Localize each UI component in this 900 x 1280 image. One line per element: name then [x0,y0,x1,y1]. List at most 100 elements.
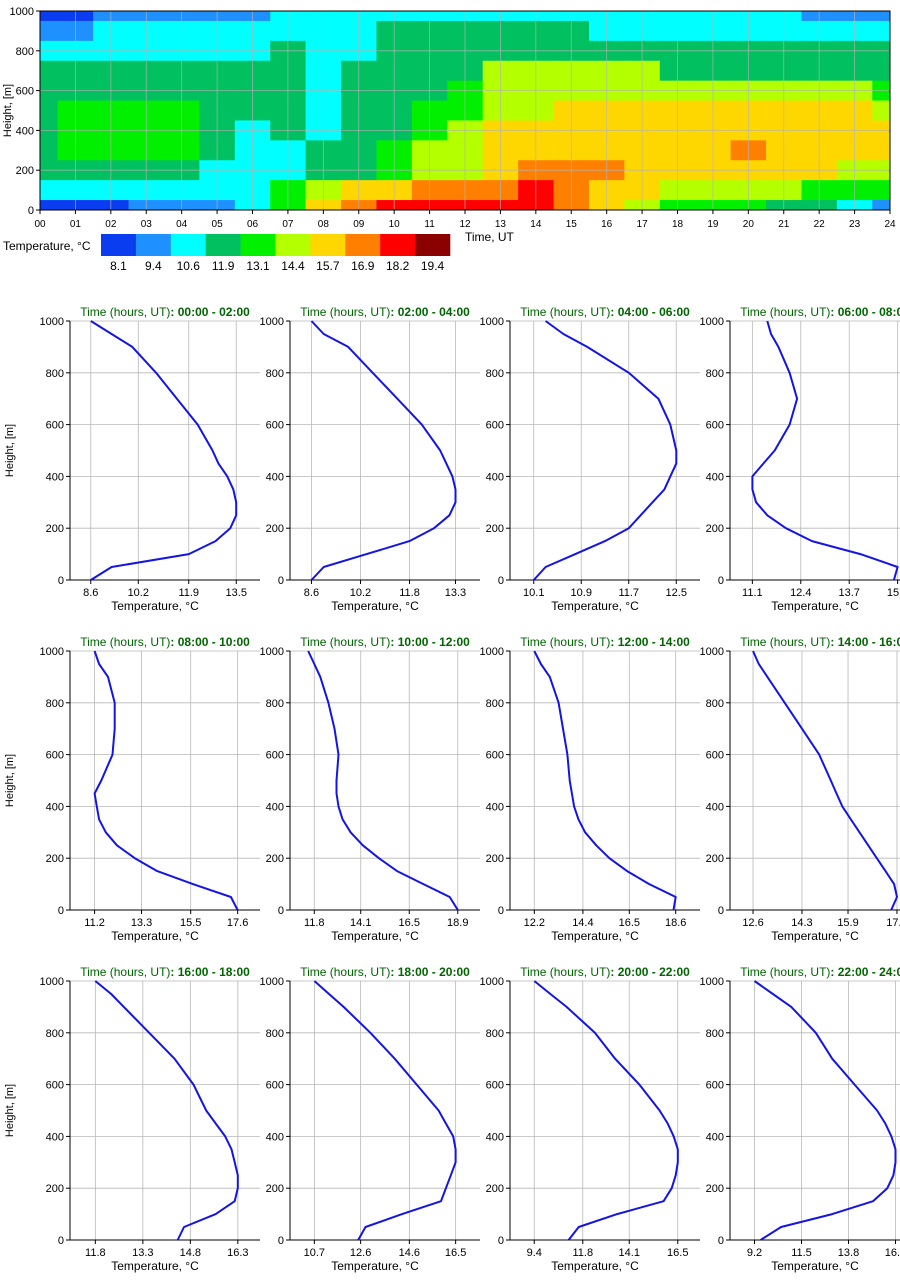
y-tick-label: 600 [486,420,504,432]
heatmap-cell [872,60,891,82]
legend-label: 14.4 [281,259,305,273]
x-tick-label: 14.1 [619,1247,640,1259]
y-tick-label: 400 [16,125,34,137]
y-tick-label: 600 [46,420,64,432]
y-tick-label: 600 [46,1080,64,1092]
profile-line [533,320,678,581]
x-tick-label: 18.6 [665,917,686,929]
heatmap-cell [872,140,891,161]
y-tick-label: 1000 [260,316,284,328]
y-tick-label: 800 [706,698,724,710]
y-tick-label: 1000 [480,316,504,328]
x-tick-label: 20 [743,219,755,230]
x-tick-label: 14.1 [350,917,371,929]
panel-title-prefix: Time (hours, UT) [300,965,390,979]
panel-ylabel: Height, [m] [4,754,16,807]
x-tick-label: 14 [530,219,542,230]
x-tick-label: 21 [778,219,790,230]
profile-line [751,320,899,581]
x-tick-label: 11.7 [618,587,639,599]
panel-title: Time (hours, UT): 02:00 - 04:00 [300,305,470,319]
x-tick-label: 16.5 [619,917,640,929]
panel-xlabel: Temperature, °C [551,929,639,943]
panel-title-range: : 02:00 - 04:00 [390,305,470,319]
panel-title-range: : 06:00 - 08:00 [830,305,900,319]
heatmap-cell [872,200,891,211]
y-tick-label: 0 [58,905,64,917]
x-tick-label: 17 [637,219,649,230]
x-tick-label: 18 [672,219,684,230]
x-tick-label: 02 [105,219,117,230]
panel-ylabel: Height, [m] [4,424,16,477]
y-tick-label: 400 [486,801,504,813]
y-tick-label: 600 [706,750,724,762]
profile-line [533,650,677,911]
y-tick-label: 200 [266,853,284,865]
y-tick-label: 800 [706,1028,724,1040]
y-tick-label: 0 [58,1235,64,1247]
heatmap-cell [40,11,59,22]
y-tick-label: 600 [706,1080,724,1092]
x-tick-label: 12 [459,219,471,230]
legend-swatch [345,234,381,256]
x-tick-label: 13.3 [445,587,466,599]
heatmap-cell [40,180,59,201]
panel-title: Time (hours, UT): 22:00 - 24:00 [740,965,900,979]
panel-title-prefix: Time (hours, UT) [80,305,170,319]
x-tick-label: 15 [566,219,578,230]
profile-panel: Time (hours, UT): 00:00 - 02:00 0 200 400 60… [4,305,260,613]
legend-label: 13.1 [246,259,270,273]
panel-xlabel: Temperature, °C [111,1259,199,1273]
profile-panel: Time (hours, UT): 04:00 - 06:00 0 200 400 60… [480,305,700,613]
y-tick-label: 1000 [260,976,284,988]
y-tick-label: 800 [266,1028,284,1040]
panel-xlabel: Temperature, °C [771,599,859,613]
profile-panel: Time (hours, UT): 18:00 - 20:00 0 200 400 60… [260,965,480,1273]
panel-title: Time (hours, UT): 18:00 - 20:00 [300,965,470,979]
y-tick-label: 800 [486,698,504,710]
panel-title: Time (hours, UT): 08:00 - 10:00 [80,635,250,649]
profile-panel: Time (hours, UT): 20:00 - 22:00 0 200 400 60… [480,965,700,1273]
y-tick-label: 400 [46,801,64,813]
panel-title: Time (hours, UT): 12:00 - 14:00 [520,635,690,649]
x-tick-label: 9.4 [527,1247,542,1259]
y-tick-label: 200 [706,1183,724,1195]
panel-title-range: : 20:00 - 22:00 [610,965,690,979]
y-tick-label: 200 [706,523,724,535]
x-tick-label: 13 [495,219,507,230]
panel-xlabel: Temperature, °C [331,599,419,613]
legend-swatch [135,234,172,256]
panel-title: Time (hours, UT): 14:00 - 16:00 [740,635,900,649]
legend-title: Temperature, °C [3,239,91,253]
legend-swatch [380,234,416,256]
x-tick-label: 09 [353,219,365,230]
y-tick-label: 200 [486,1183,504,1195]
x-tick-label: 10.7 [304,1247,325,1259]
x-tick-label: 11.1 [742,587,763,599]
y-tick-label: 0 [278,575,284,587]
y-tick-label: 0 [718,1235,724,1247]
x-tick-label: 23 [849,219,861,230]
panel-title-prefix: Time (hours, UT) [740,305,830,319]
legend-swatch [101,234,137,256]
y-tick-label: 800 [706,368,724,380]
y-tick-label: 0 [498,575,504,587]
legend-label: 8.1 [110,259,127,273]
legend-label: 10.6 [177,259,201,273]
heatmap-cell [40,200,59,211]
y-tick-label: 400 [266,1131,284,1143]
panel-title-prefix: Time (hours, UT) [80,965,170,979]
profile-line [752,650,898,911]
x-tick-label: 10.2 [128,587,149,599]
x-tick-label: 12.6 [742,917,763,929]
x-tick-label: 05 [212,219,224,230]
y-tick-label: 200 [486,523,504,535]
y-tick-label: 600 [16,86,34,98]
legend-label: 18.2 [386,259,410,273]
panel-xlabel: Temperature, °C [551,599,639,613]
x-tick-label: 03 [141,219,153,230]
x-tick-label: 10.1 [523,587,544,599]
panel-title: Time (hours, UT): 00:00 - 02:00 [80,305,250,319]
heatmap-cell [40,60,59,82]
y-tick-label: 800 [16,46,34,58]
